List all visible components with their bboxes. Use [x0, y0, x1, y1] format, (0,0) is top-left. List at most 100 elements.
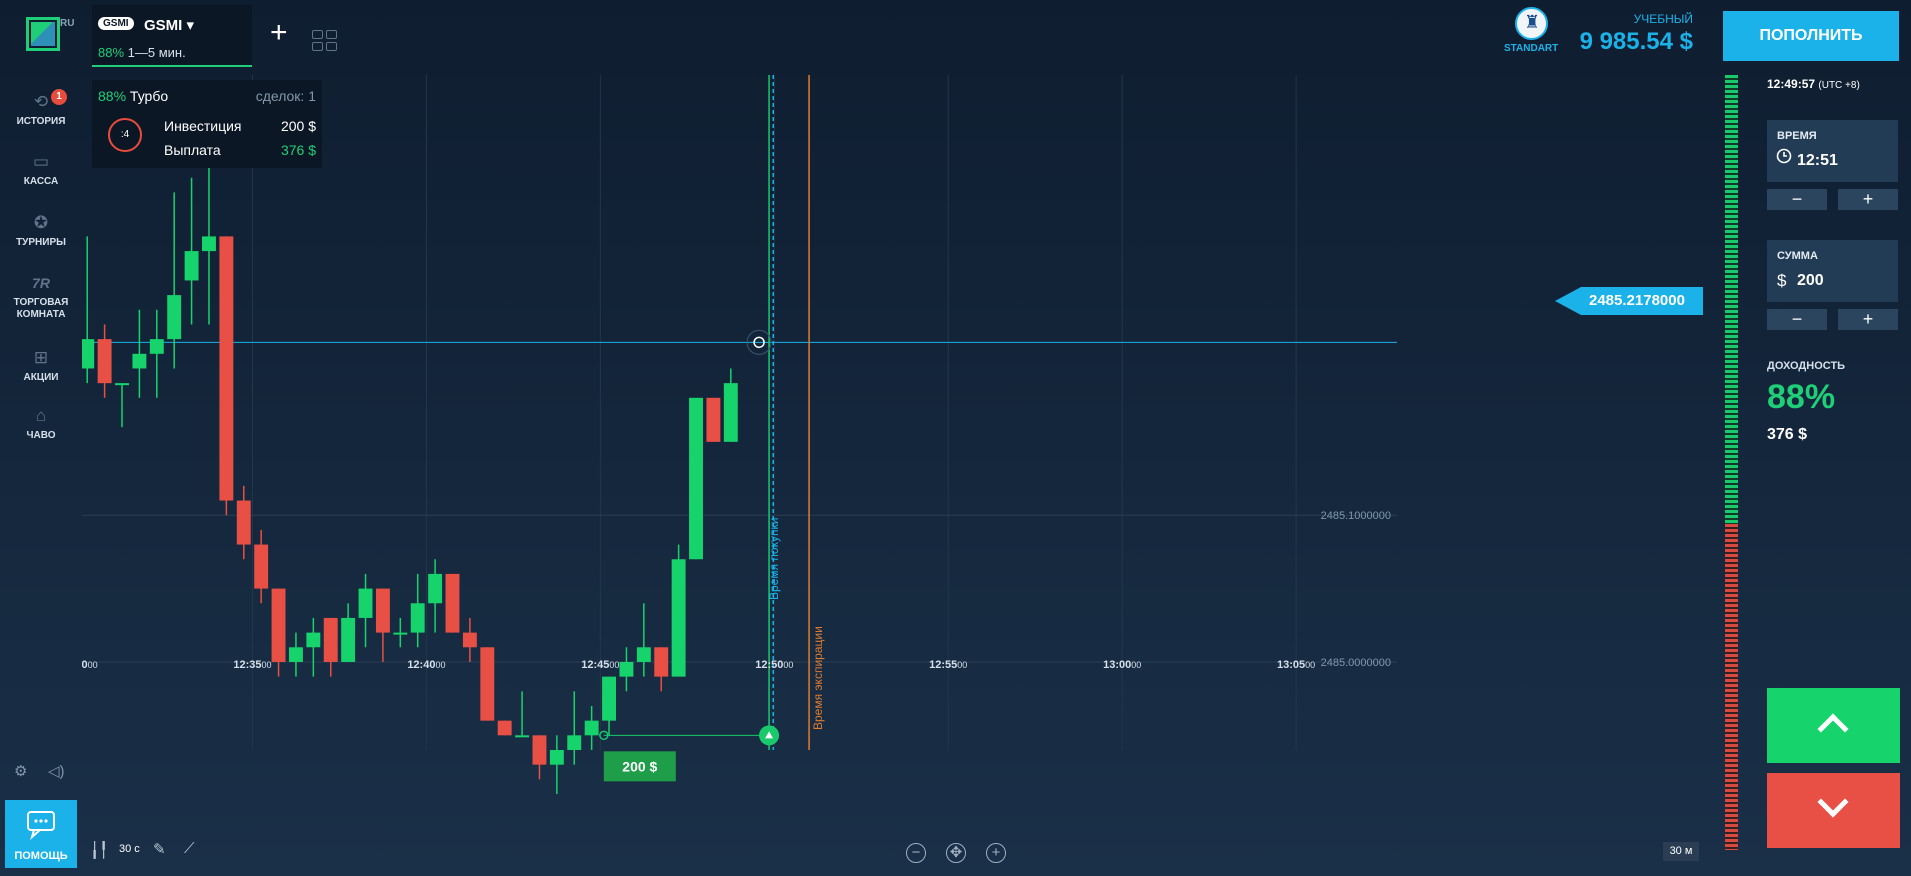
- zoom-out-button[interactable]: −: [906, 843, 926, 863]
- candle-down: [497, 720, 512, 736]
- candle-up: [341, 617, 356, 662]
- x-tick-seconds: 00: [435, 660, 445, 670]
- nav-promos[interactable]: ⊞ АКЦИИ: [0, 348, 82, 384]
- candle-up: [306, 632, 321, 648]
- account-mode[interactable]: УЧЕБНЫЙ: [1633, 12, 1693, 26]
- graduation-cap-icon: ⌂: [35, 406, 47, 425]
- x-tick-label: 12:4500: [581, 659, 619, 671]
- x-tick-seconds: 00: [957, 660, 967, 670]
- clock-icon: [1776, 148, 1792, 164]
- nav-faq[interactable]: ⌂ ЧАВО: [0, 406, 82, 442]
- candle-up: [549, 750, 564, 765]
- candle-down: [462, 632, 477, 648]
- x-tick-label: 12:5500: [929, 659, 967, 671]
- nav-cash[interactable]: ▭ КАССА: [0, 152, 82, 188]
- gift-icon: ⊞: [33, 348, 49, 367]
- candle-down: [254, 544, 269, 589]
- call-up-button[interactable]: [1767, 688, 1900, 763]
- sentiment-up-share: [1725, 75, 1738, 524]
- x-tick-label: 13:0500: [1277, 659, 1315, 671]
- x-tick-seconds: 00: [1131, 660, 1141, 670]
- nav-history[interactable]: ⟲ 1 ИСТОРИЯ: [0, 89, 82, 128]
- account-type: STANDART: [1504, 43, 1559, 54]
- deal-timer: :4: [108, 118, 142, 152]
- price-level-label: 2485.0000000: [1321, 657, 1391, 669]
- deal-amount-box: [603, 751, 676, 782]
- candle-down: [375, 588, 390, 633]
- price-level-label: 2485.1000000: [1321, 510, 1391, 522]
- deal-up-arrow-icon: [765, 731, 774, 739]
- layout-grid-icon[interactable]: [312, 30, 338, 52]
- timeframe-selector[interactable]: 30 с: [119, 843, 140, 855]
- zoom-in-button[interactable]: +: [986, 843, 1006, 863]
- candle-up: [132, 353, 147, 369]
- add-asset-button[interactable]: +: [270, 16, 288, 49]
- amount-plus-button[interactable]: +: [1838, 309, 1898, 330]
- asset-rate-pct: 88%: [98, 45, 125, 60]
- current-price-tag: 2485.2178000: [1555, 287, 1703, 315]
- server-clock: 12:49:57 (UTC +8): [1767, 77, 1860, 91]
- x-tick-seconds: 00: [262, 660, 272, 670]
- amount-field[interactable]: СУММА $ 200: [1767, 240, 1898, 302]
- investment-value: 200 $: [280, 118, 316, 134]
- time-plus-button[interactable]: +: [1838, 189, 1898, 210]
- account-status-icon[interactable]: [1515, 7, 1548, 40]
- time-minus-button[interactable]: −: [1767, 189, 1827, 210]
- brand-logo[interactable]: [26, 17, 60, 51]
- candle-down: [236, 500, 251, 545]
- ruler-icon[interactable]: ✎: [153, 841, 166, 858]
- deposit-button[interactable]: ПОПОЛНИТЬ: [1723, 11, 1899, 61]
- deal-amount-label: 200 $: [622, 758, 657, 774]
- fit-chart-button[interactable]: ✥: [946, 843, 966, 863]
- x-tick-seconds: 00: [1305, 660, 1315, 670]
- candle-up: [393, 632, 408, 635]
- candle-up: [636, 647, 651, 662]
- left-sidebar: RU ⟲ 1 ИСТОРИЯ ▭ КАССА ✪ ТУРНИРЫ 7R ТОРГ…: [0, 0, 82, 876]
- candle-down: [271, 588, 286, 662]
- amount-minus-button[interactable]: −: [1767, 309, 1827, 330]
- nav-cash-label: КАССА: [23, 176, 59, 187]
- candle-up: [149, 339, 164, 354]
- wallet-icon: ▭: [32, 152, 50, 171]
- nav-trading-room[interactable]: 7R ТОРГОВАЯ КОМНАТА: [0, 273, 82, 321]
- x-tick-label: 12:3000: [82, 659, 98, 671]
- asset-tab[interactable]: GSMI GSMI ▾ 88% 1—5 мин.: [92, 5, 252, 67]
- indicators-icon[interactable]: ⟋: [184, 840, 195, 857]
- put-down-button[interactable]: [1767, 773, 1900, 848]
- nav-faq-label: ЧАВО: [26, 430, 56, 441]
- nav-tournaments[interactable]: ✪ ТУРНИРЫ: [0, 213, 82, 249]
- sound-icon[interactable]: ◁): [48, 763, 65, 780]
- deal-panel[interactable]: 88% Турбо сделок: 1 :4 Инвестиция 200 $ …: [92, 80, 322, 168]
- x-tick-seconds: 00: [609, 660, 619, 670]
- time-field[interactable]: ВРЕМЯ 12:51: [1767, 120, 1898, 182]
- candles-chart-icon[interactable]: ╽╿: [90, 842, 109, 859]
- candle-up: [410, 603, 425, 633]
- deal-count: сделок: 1: [255, 88, 316, 104]
- clock-timezone: (UTC +8): [1818, 80, 1860, 91]
- candle-up: [82, 339, 95, 369]
- candle-up: [689, 397, 703, 560]
- time-field-label: ВРЕМЯ: [1777, 130, 1817, 142]
- asset-rate: 88% 1—5 мин.: [98, 45, 186, 60]
- candle-up: [184, 251, 199, 281]
- yield-percent: 88%: [1767, 378, 1836, 416]
- x-tick-label: 13:0000: [1103, 659, 1141, 671]
- candle-up: [567, 735, 582, 750]
- price-chart[interactable]: 2485.1000000 2485.0000000 Время покупки Вр…: [82, 75, 1702, 825]
- current-price-halo: [746, 329, 772, 355]
- x-tick-label: 12:4000: [407, 659, 445, 671]
- history-icon: ⟲: [33, 92, 49, 111]
- candle-down: [445, 573, 460, 633]
- history-badge: 1: [51, 89, 67, 105]
- candle-up: [602, 676, 617, 721]
- settings-icon[interactable]: ⚙: [14, 763, 28, 780]
- account-balance[interactable]: 9 985.54 $: [1579, 28, 1693, 55]
- asset-name: GSMI ▾: [144, 17, 195, 34]
- candle-down: [97, 339, 112, 384]
- deal-header: 88% Турбо: [98, 88, 168, 104]
- nav-promos-label: АКЦИИ: [23, 372, 59, 383]
- help-button[interactable]: ПОМОЩЬ: [5, 800, 77, 868]
- zoom-range-selector[interactable]: 30 м: [1663, 842, 1699, 861]
- arrow-up-icon: [1817, 713, 1849, 745]
- asset-rate-period: 1—5 мин.: [127, 45, 186, 60]
